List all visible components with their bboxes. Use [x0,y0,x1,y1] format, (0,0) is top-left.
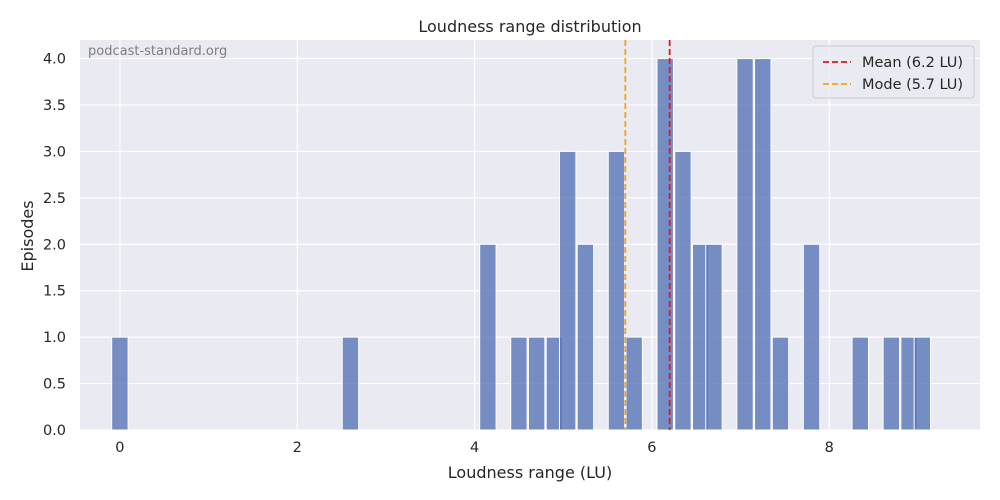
histogram-bar [576,243,595,431]
histogram-bar [802,243,821,431]
histogram-bar [705,243,723,431]
histogram-bar [558,150,577,431]
x-tick-label: 4 [470,440,479,456]
x-tick-label: 0 [115,440,124,456]
y-tick-label: 0.0 [43,423,66,439]
histogram-bar [341,336,360,431]
y-tick-label: 1.0 [43,330,66,346]
y-tick-label: 3.0 [43,144,66,160]
x-tick-label: 2 [293,440,302,456]
histogram-bar [625,336,643,431]
x-tick-label: 6 [647,440,656,456]
histogram-bar [771,336,790,431]
y-axis-label: Episodes [18,200,37,271]
histogram-bar [656,58,674,431]
y-tick-label: 4.0 [43,52,66,68]
x-axis-label: Loudness range (LU) [448,463,612,482]
y-tick-label: 2.0 [43,237,66,253]
histogram-bar [674,150,692,431]
histogram-bar [111,336,129,431]
x-axis-ticks: 0 2 4 6 8 [115,440,834,456]
reference-lines [624,40,671,430]
histogram-bar [527,336,546,431]
histogram-bar [736,58,754,431]
histogram-bars [111,58,932,431]
legend-mode-label: Mode (5.7 LU) [862,77,963,93]
histogram-bar [882,336,901,431]
grid [80,40,980,431]
legend-mean-label: Mean (6.2 LU) [862,55,963,71]
y-tick-label: 3.5 [43,98,66,114]
y-tick-label: 0.5 [43,377,66,393]
y-tick-label: 2.5 [43,191,66,207]
histogram-bar [607,150,626,431]
histogram-bar [913,336,932,431]
legend: Mean (6.2 LU) Mode (5.7 LU) [812,45,975,99]
histogram-bar [851,336,869,431]
chart-title: Loudness range distribution [418,17,641,36]
x-tick-label: 8 [825,440,834,456]
histogram-bar [754,58,772,431]
histogram-bar [510,336,528,431]
histogram-bar [479,243,497,431]
y-axis-ticks: 0.0 0.5 1.0 1.5 2.0 2.5 3.0 3.5 4.0 [43,52,66,439]
watermark-text: podcast-standard.org [88,44,227,59]
legend-box [812,45,975,99]
y-tick-label: 1.5 [43,284,66,300]
